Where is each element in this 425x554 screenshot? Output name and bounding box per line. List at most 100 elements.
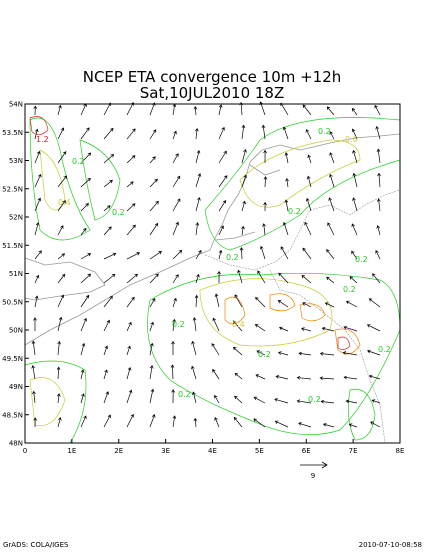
wind-arrow	[126, 203, 136, 212]
wind-arrow	[241, 149, 247, 164]
wind-arrow	[149, 298, 156, 308]
wind-arrow	[345, 399, 358, 404]
wind-arrow	[126, 345, 131, 356]
wind-arrow	[377, 198, 381, 212]
wind-arrow	[275, 374, 289, 380]
wind-arrow	[329, 173, 335, 188]
wind-arrow	[306, 175, 312, 188]
contour-label: 0.4	[58, 198, 71, 207]
wind-arrow	[103, 273, 116, 284]
wind-arrow	[298, 422, 312, 428]
wind-arrow	[103, 252, 117, 260]
wind-arrow	[372, 273, 381, 284]
wind-arrow	[80, 177, 91, 188]
wind-arrow	[352, 172, 358, 188]
wind-arrow	[326, 276, 335, 284]
wind-arrow	[280, 102, 289, 116]
wind-arrow	[237, 269, 243, 284]
wind-arrow	[232, 320, 243, 332]
wind-arrow	[171, 340, 175, 356]
wind-arrow	[239, 246, 244, 260]
wind-arrow	[351, 250, 358, 260]
y-tick-label: 48N	[9, 440, 23, 448]
wind-arrow	[33, 317, 37, 332]
wind-arrow	[193, 417, 198, 428]
wind-arrow	[328, 197, 335, 212]
wind-arrow	[149, 129, 157, 140]
wind-arrows	[31, 101, 381, 428]
wind-arrow	[285, 177, 289, 188]
wind-arrow	[57, 340, 61, 356]
wind-arrow	[126, 181, 134, 188]
borders	[204, 189, 401, 444]
footer-left: GrADS: COLA/IGES	[3, 541, 69, 549]
wind-arrow	[34, 150, 41, 164]
wind-arrow	[218, 104, 223, 116]
wind-arrow	[34, 295, 39, 308]
wind-arrow	[103, 127, 114, 140]
wind-arrow	[349, 276, 358, 284]
contour-label: 0.2	[112, 208, 125, 217]
wind-arrow	[149, 342, 154, 356]
wind-arrow	[172, 297, 177, 308]
wind-arrow	[218, 199, 227, 212]
wind-arrow	[277, 300, 289, 308]
wind-arrow	[103, 153, 115, 164]
wind-arrow	[218, 150, 227, 164]
x-tick-label: 4E	[208, 447, 217, 455]
wind-arrow	[33, 105, 38, 116]
wind-arrow	[172, 175, 181, 188]
wind-arrow	[103, 205, 111, 212]
wind-arrow	[149, 156, 156, 164]
reference-vector-label: 9	[311, 472, 315, 480]
y-tick-label: 52.5N	[2, 185, 23, 193]
wind-arrow	[172, 249, 183, 260]
wind-arrow	[195, 150, 201, 164]
contour-label: 0.2	[378, 345, 391, 354]
wind-arrow	[278, 272, 289, 284]
wind-arrow	[172, 130, 177, 140]
y-tick-label: 51.5N	[2, 242, 23, 250]
wind-arrow	[195, 222, 200, 236]
wind-arrow	[324, 302, 335, 308]
wind-arrow	[57, 294, 65, 308]
wind-arrow	[103, 102, 112, 116]
wind-arrow	[301, 327, 312, 332]
wind-arrow	[126, 413, 134, 428]
wind-arrow	[34, 222, 40, 236]
wind-arrow	[57, 200, 66, 212]
wind-arrow	[282, 221, 289, 236]
wind-arrow	[343, 375, 358, 380]
wind-arrow	[103, 345, 109, 356]
wind-arrow	[302, 247, 312, 260]
wind-arrow	[321, 326, 335, 332]
wind-arrow	[278, 326, 289, 332]
wind-arrow	[172, 103, 177, 116]
wind-arrow	[103, 179, 113, 188]
title-line2: Sat,10JUL2010 18Z	[140, 84, 285, 102]
wind-arrow	[261, 124, 266, 140]
wind-arrow	[149, 222, 159, 236]
wind-arrow	[80, 415, 87, 428]
coastline	[24, 133, 401, 346]
wind-arrow	[149, 178, 158, 188]
wind-arrow	[57, 225, 64, 236]
wind-arrow	[234, 294, 243, 308]
contour-label: 0.2	[178, 390, 191, 399]
wind-arrow	[218, 175, 228, 188]
wind-arrow	[214, 394, 220, 404]
wind-arrow	[298, 351, 312, 356]
wind-arrow	[149, 321, 154, 332]
wind-arrow	[218, 225, 224, 236]
wind-arrow	[34, 173, 42, 188]
wind-arrow	[126, 155, 136, 164]
wind-arrow	[126, 321, 132, 332]
contour-label: 0.2	[258, 350, 271, 359]
wind-arrow	[195, 173, 202, 188]
wind-arrow	[326, 106, 335, 116]
wind-arrow	[212, 317, 220, 332]
wind-arrow	[103, 414, 111, 428]
contour-label: 0.6	[345, 135, 358, 144]
wind-arrow	[172, 221, 179, 236]
wind-arrow	[126, 128, 136, 140]
